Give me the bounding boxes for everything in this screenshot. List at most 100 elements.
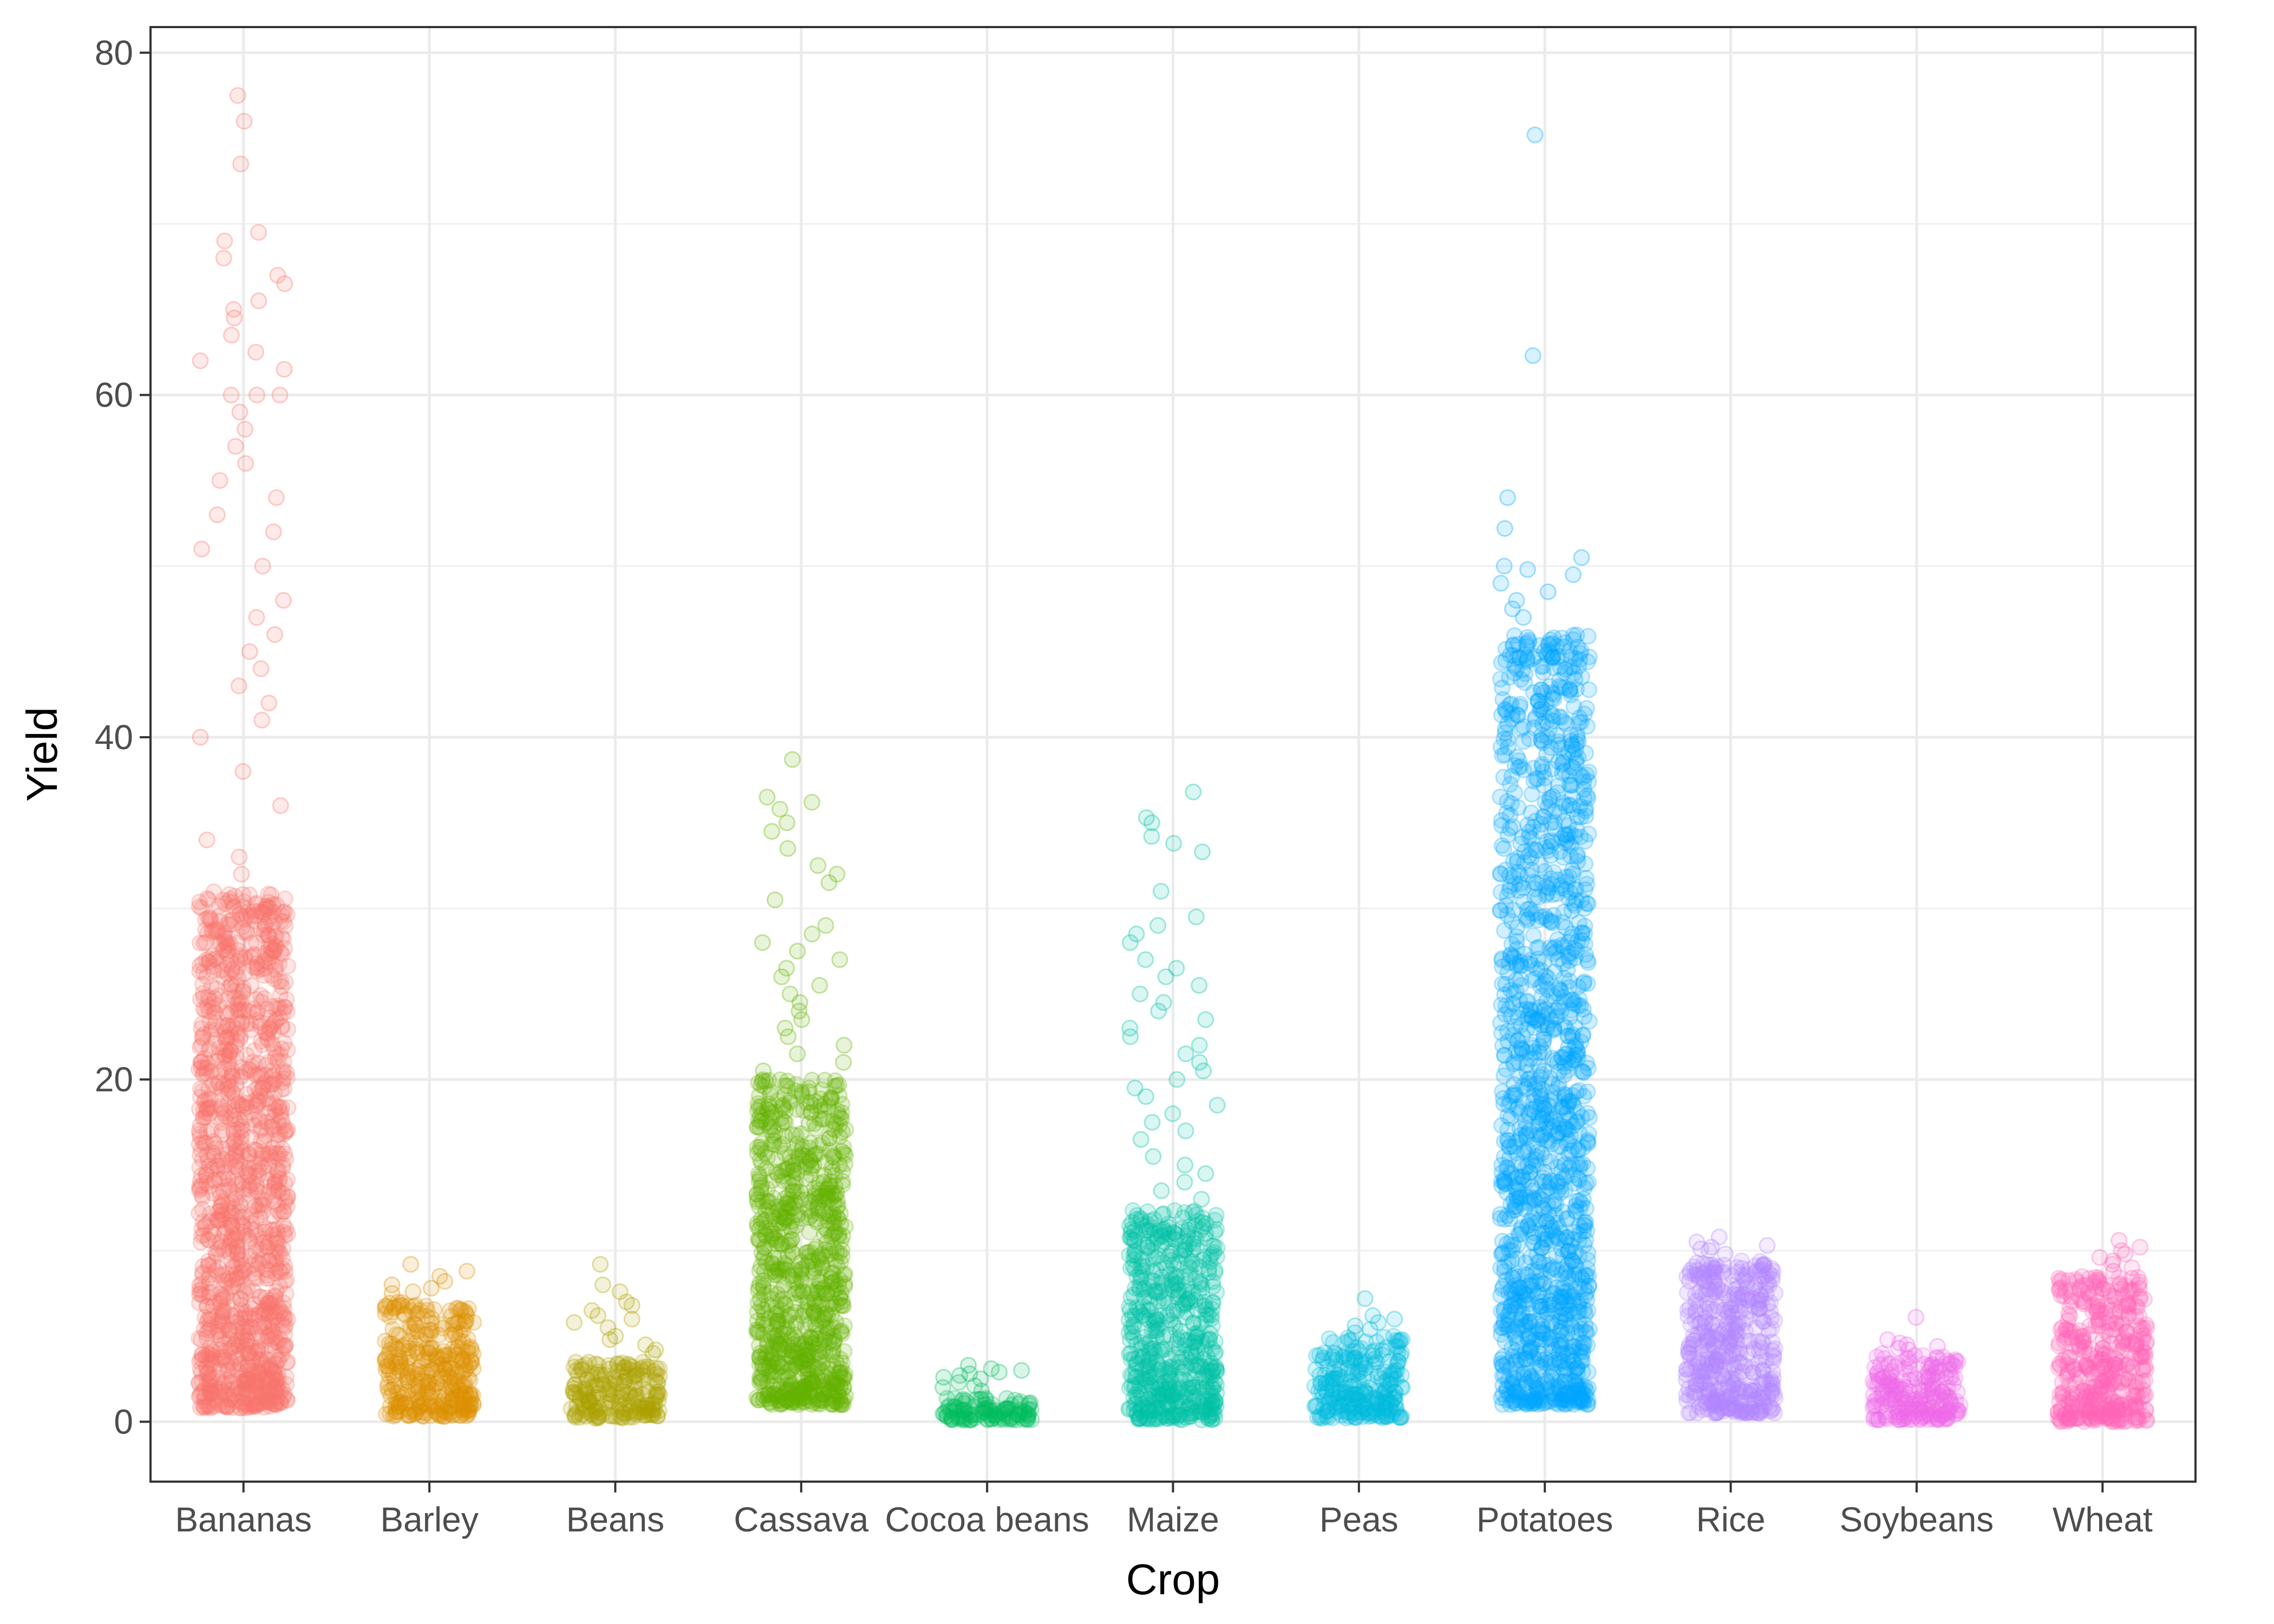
data-point xyxy=(264,1362,282,1379)
data-point xyxy=(808,1270,826,1287)
data-point xyxy=(237,1318,254,1335)
data-point xyxy=(201,909,219,926)
data-point xyxy=(820,874,838,892)
data-point xyxy=(1200,1306,1217,1324)
data-point xyxy=(268,1283,285,1300)
data-point xyxy=(230,1269,247,1287)
data-point xyxy=(272,912,289,929)
data-point xyxy=(811,977,828,994)
data-point xyxy=(254,1197,271,1214)
data-point xyxy=(239,1148,257,1165)
data-point xyxy=(807,1344,825,1361)
data-point xyxy=(220,1322,237,1339)
data-point xyxy=(233,1334,251,1351)
data-point xyxy=(228,1237,246,1255)
data-point xyxy=(234,1122,252,1139)
data-point xyxy=(1579,1252,1597,1269)
data-point xyxy=(248,1012,265,1029)
data-point xyxy=(214,1110,231,1127)
data-point xyxy=(623,1311,641,1328)
data-point xyxy=(253,1390,270,1407)
data-point xyxy=(252,1156,269,1174)
data-point xyxy=(193,900,211,916)
data-point xyxy=(1150,1293,1167,1310)
data-point xyxy=(192,991,209,1008)
data-point xyxy=(1176,1174,1193,1191)
data-point xyxy=(201,1340,219,1357)
data-point xyxy=(227,1158,245,1175)
data-point xyxy=(230,1095,247,1112)
data-point xyxy=(198,1359,215,1376)
data-point xyxy=(241,1348,258,1365)
data-point xyxy=(1545,1021,1562,1039)
data-point xyxy=(805,1156,822,1174)
data-point xyxy=(232,901,249,919)
data-point xyxy=(1191,1037,1208,1054)
data-point xyxy=(232,1301,249,1319)
data-point xyxy=(1186,1255,1204,1272)
data-point xyxy=(261,1295,278,1312)
data-point xyxy=(226,309,243,326)
data-point xyxy=(237,1304,254,1321)
data-point xyxy=(1194,843,1211,861)
data-point xyxy=(279,958,297,975)
data-point xyxy=(278,1271,295,1288)
data-point xyxy=(222,953,239,971)
data-point xyxy=(262,1326,279,1344)
data-point xyxy=(210,1039,227,1057)
data-point xyxy=(191,1101,208,1118)
data-point xyxy=(234,1367,252,1384)
data-point xyxy=(277,1221,295,1237)
data-point xyxy=(1546,803,1563,820)
data-point xyxy=(225,1338,243,1355)
data-point xyxy=(1164,1278,1181,1295)
data-point xyxy=(210,1260,227,1277)
data-point xyxy=(213,1311,231,1328)
data-point xyxy=(267,1242,284,1260)
data-point xyxy=(816,1331,833,1348)
data-point xyxy=(194,1151,211,1169)
data-point xyxy=(256,1318,273,1335)
data-point xyxy=(198,1163,215,1181)
data-point xyxy=(1193,1370,1210,1387)
data-point xyxy=(254,1143,271,1160)
data-point xyxy=(1573,932,1590,949)
data-point xyxy=(224,1272,241,1289)
data-point xyxy=(210,1240,227,1258)
data-point xyxy=(263,1017,280,1034)
data-point xyxy=(206,1004,223,1021)
data-point xyxy=(279,1021,297,1038)
data-point xyxy=(801,1079,818,1097)
data-point xyxy=(226,1258,243,1275)
data-point xyxy=(251,1112,269,1130)
data-point xyxy=(207,922,225,940)
data-point xyxy=(251,1288,269,1305)
data-point xyxy=(223,326,240,344)
data-point xyxy=(266,1341,284,1359)
data-point xyxy=(940,1397,958,1415)
data-point xyxy=(824,1120,841,1137)
data-point xyxy=(773,968,790,985)
data-point xyxy=(1132,985,1149,1003)
data-point xyxy=(1573,1063,1590,1080)
data-point xyxy=(1150,1003,1167,1020)
data-point xyxy=(226,888,244,905)
data-point xyxy=(387,1399,404,1416)
data-point xyxy=(199,1055,217,1072)
data-point xyxy=(1579,975,1596,992)
data-point xyxy=(192,1234,210,1251)
data-point xyxy=(600,1357,618,1374)
data-point xyxy=(751,1232,768,1249)
data-point xyxy=(1176,1204,1193,1221)
data-point xyxy=(241,643,258,660)
data-point xyxy=(276,361,293,378)
data-point xyxy=(422,1280,440,1297)
data-point xyxy=(406,1406,423,1423)
data-point xyxy=(767,1267,784,1284)
data-point xyxy=(1013,1362,1030,1379)
data-point xyxy=(762,1284,779,1301)
data-point xyxy=(202,1385,220,1402)
data-point xyxy=(211,987,228,1004)
data-point xyxy=(224,1399,241,1416)
data-point xyxy=(771,801,788,818)
